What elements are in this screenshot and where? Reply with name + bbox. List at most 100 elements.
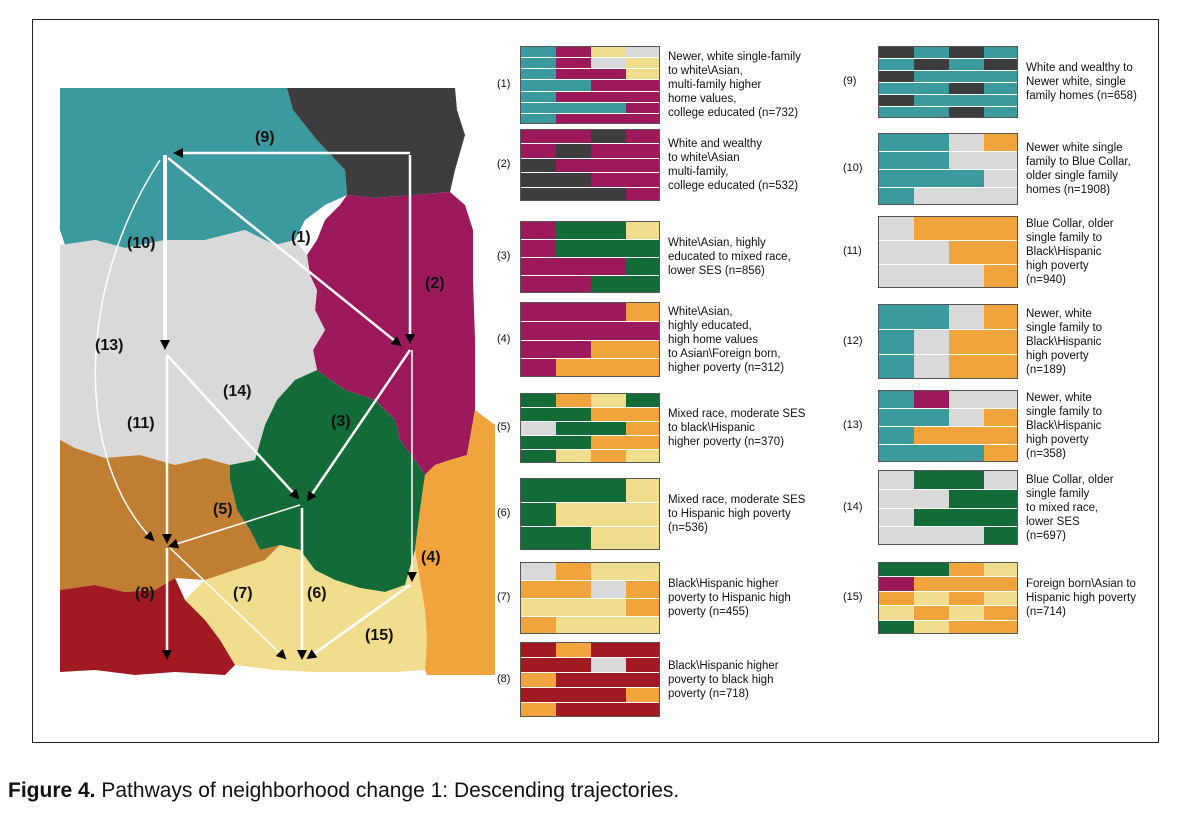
sequence-segment	[949, 471, 984, 489]
sequence-segment	[591, 80, 626, 91]
sequence-number: (1)	[497, 78, 511, 90]
sequence-segment	[591, 563, 626, 580]
sequence-segment	[626, 113, 659, 123]
sequence-index-plot	[878, 562, 1018, 634]
sequence-number: (7)	[497, 591, 511, 603]
path-label-11: (11)	[127, 415, 155, 432]
sequence-description-line: family to Blue Collar,	[1026, 156, 1131, 168]
sequence-segment	[949, 508, 984, 527]
sequence-description-line: multi-family higher	[668, 79, 762, 91]
sequence-segment	[591, 643, 626, 657]
sequence-segment	[879, 427, 914, 444]
sequence-segment	[984, 427, 1017, 444]
sequence-description-line: single family to	[1026, 321, 1103, 334]
region-light-gray	[60, 230, 325, 465]
sequence-description: Newer, white single family to Black\Hispan…	[1026, 307, 1193, 377]
sequence-description-line: poverty (n=718)	[668, 687, 749, 700]
sequence-segment	[556, 599, 591, 616]
sequence-segment	[556, 144, 591, 158]
sequence-segment	[879, 241, 914, 264]
sequence-segment	[914, 134, 949, 151]
sequence-description-line: poverty (n=455)	[668, 606, 749, 618]
sequence-segment	[984, 606, 1017, 620]
sequence-segment	[914, 591, 949, 606]
sequence-description: White\Asian, highly educated, high home va…	[668, 305, 838, 375]
sequence-segment	[626, 422, 659, 435]
sequence-segment	[591, 240, 626, 257]
sequence-segment	[556, 303, 591, 321]
sequence-segment	[914, 563, 949, 577]
sequence-segment	[591, 527, 626, 549]
arrow-3	[306, 349, 412, 502]
sequence-segment	[521, 599, 556, 616]
sequence-segment	[556, 58, 591, 69]
sequence-segment	[521, 80, 556, 91]
sequence-segment	[521, 688, 556, 702]
sequence-description-line: (n=189)	[1026, 363, 1066, 376]
sequence-segment	[521, 527, 556, 549]
sequence-index-plot	[878, 46, 1018, 118]
sequence-segment	[521, 673, 556, 687]
sequence-description-line: White and wealthy to	[1026, 62, 1133, 74]
sequence-segment	[949, 355, 984, 378]
sequence-index-plot	[520, 46, 660, 124]
arrow-15	[306, 583, 411, 660]
sequence-segment	[521, 394, 556, 407]
sequence-segment	[984, 620, 1017, 633]
sequence-segment	[949, 563, 984, 577]
sequence-description: Newer, white single family to Black\Hispan…	[1026, 391, 1193, 461]
sequence-description: Black\Hispanic higher poverty to black hi…	[668, 659, 838, 701]
sequence-segment	[879, 620, 914, 633]
sequence-segment	[984, 152, 1017, 169]
sequence-segment	[949, 409, 984, 426]
sequence-segment	[521, 187, 556, 200]
sequence-description: Blue Collar, older single family to mixed …	[1026, 473, 1193, 543]
sequence-description-line: single family	[1026, 487, 1090, 500]
path-label-1: (1)	[291, 229, 311, 246]
sequence-segment	[556, 617, 591, 633]
sequence-segment	[949, 241, 984, 264]
sequence-segment	[984, 563, 1017, 577]
sequence-description: White\Asian, highly educated to mixed rac…	[668, 236, 838, 278]
sequence-segment	[556, 173, 591, 187]
sequence-segment	[626, 394, 659, 407]
path-label-8: (8)	[135, 585, 155, 602]
sequence-segment	[949, 330, 984, 354]
sequence-segment	[949, 83, 984, 94]
sequence-segment	[626, 276, 659, 292]
sequence-segment	[556, 187, 591, 200]
sequence-segment	[591, 340, 626, 359]
figure-caption: Figure 4. Pathways of neighborhood chang…	[8, 779, 679, 803]
sequence-segment	[521, 276, 556, 292]
sequence-segment	[521, 479, 556, 502]
sequence-segment	[914, 107, 949, 117]
sequence-description-line: Foreign born\Asian to	[1026, 578, 1136, 590]
sequence-description-line: Black\Hispanic	[1026, 420, 1102, 432]
sequence-description-line: Mixed race, moderate SES	[668, 494, 806, 506]
sequence-segment	[521, 58, 556, 69]
sequence-segment	[626, 69, 659, 80]
sequence-segment	[949, 391, 984, 408]
sequence-segment	[914, 59, 949, 70]
sequence-segment	[914, 217, 949, 240]
sequence-description-line: poverty to Hispanic high	[668, 592, 791, 604]
sequence-segment	[949, 445, 984, 461]
sequence-segment	[521, 91, 556, 102]
sequence-segment	[914, 508, 949, 527]
sequence-segment	[984, 508, 1017, 527]
sequence-segment	[626, 303, 659, 321]
sequence-segment	[626, 581, 659, 598]
sequence-segment	[949, 152, 984, 169]
sequence-segment	[591, 408, 626, 421]
sequence-segment	[879, 409, 914, 426]
region-teal	[60, 88, 347, 248]
caption-text: Pathways of neighborhood change 1: Desce…	[101, 779, 680, 802]
sequence-description-line: to black\Hispanic	[668, 422, 755, 434]
sequence-segment	[914, 471, 949, 489]
sequence-index-plot	[878, 133, 1018, 205]
sequence-segment	[949, 47, 984, 58]
path-label-6: (6)	[307, 585, 327, 602]
sequence-segment	[521, 47, 556, 58]
sequence-segment	[626, 408, 659, 421]
sequence-description-line: Blue Collar, older	[1026, 218, 1114, 230]
